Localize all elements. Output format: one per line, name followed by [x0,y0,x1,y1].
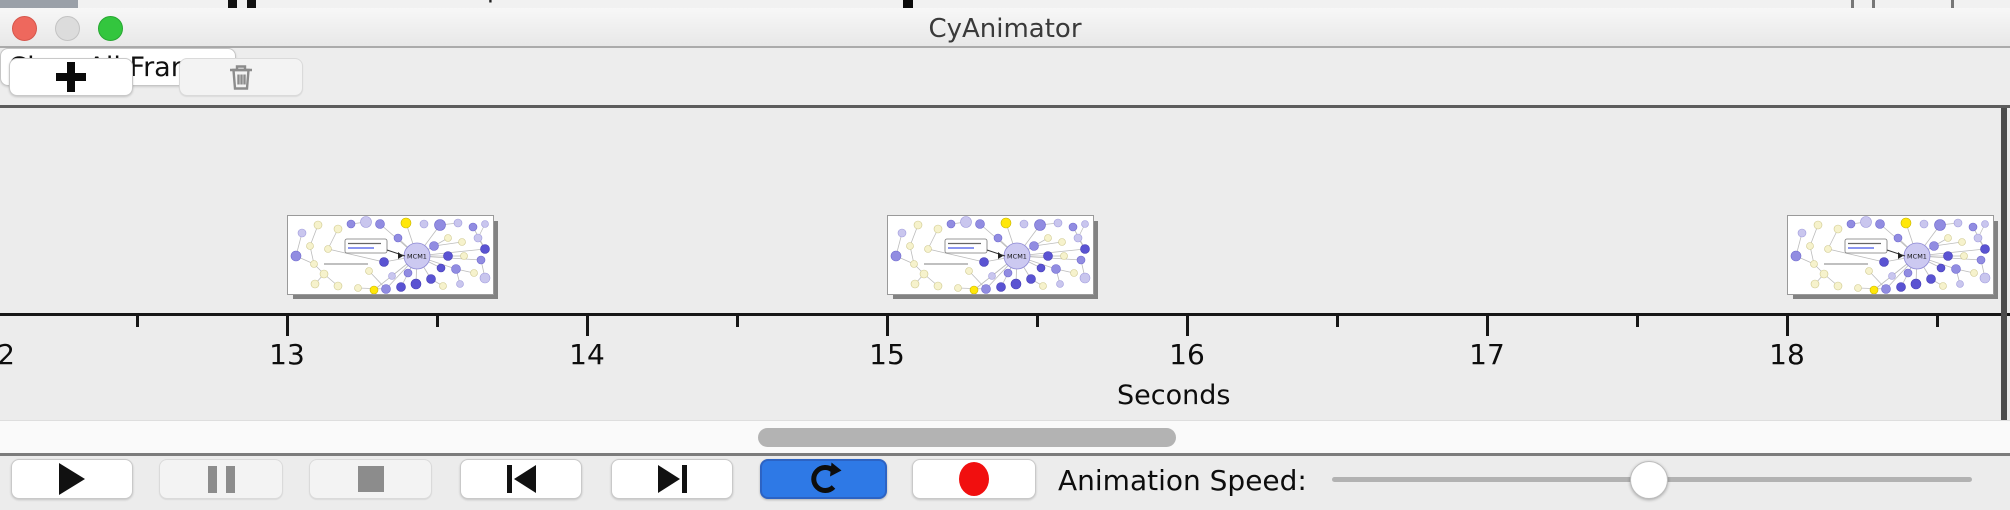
skip-to-start-button[interactable] [460,459,582,499]
axis-major-tick [1786,316,1789,336]
frame-thumbnail[interactable]: MCM1 [887,215,1098,299]
title-bar: CyAnimator [0,8,2010,48]
axis-minor-tick [436,316,439,327]
plus-icon [56,62,86,92]
axis-tick-label: 17 [1469,338,1505,371]
svg-text:MCM1: MCM1 [407,253,427,261]
timeline-panel[interactable]: 2 13 14 15 16 17 18 MCM1 MCM1 MCM1 Seconds [0,108,2010,420]
axis-tick-label: 2 [0,338,15,371]
record-button[interactable] [912,459,1036,499]
background-glyph [903,0,913,8]
playback-control-bar: Animation Speed: [0,456,2010,510]
axis-major-tick [886,316,889,336]
record-icon [959,462,989,496]
close-window-button[interactable] [12,16,37,41]
axis-major-tick [1186,316,1189,336]
pause-icon [207,465,235,493]
animation-speed-label: Animation Speed: [1058,464,1307,497]
background-glyph [1872,0,1875,8]
scrollbar-thumb[interactable] [758,428,1176,447]
svg-text:MCM1: MCM1 [1907,253,1927,261]
axis-major-tick [286,316,289,336]
background-shape-text: Shape [438,0,519,4]
timeline-scrollbar[interactable] [0,420,2010,453]
axis-minor-tick [1036,316,1039,327]
background-glyph [228,0,237,8]
axis-minor-tick [136,316,139,327]
scrollbar-separator [0,453,2010,456]
stop-icon [357,466,384,492]
zoom-window-button[interactable] [98,16,123,41]
slider-thumb[interactable] [1630,461,1669,499]
loop-icon [810,462,841,493]
axis-unit-label: Seconds [1117,380,1231,411]
svg-text:MCM1: MCM1 [1007,253,1027,261]
axis-tick-label: 16 [1169,338,1205,371]
frame-network-image: MCM1 [287,215,494,295]
frame-toolbar: Clear All Frames [0,48,2010,105]
background-window-strip: Shape [0,0,2010,8]
timeline-axis-line [0,313,2010,316]
axis-major-tick [1486,316,1489,336]
background-window-fragment [0,0,78,8]
skip-to-end-button[interactable] [611,459,733,499]
frame-thumbnail[interactable]: MCM1 [1787,215,1998,299]
panel-right-border [2001,108,2007,453]
skip-end-icon [657,465,687,493]
axis-tick-label: 18 [1769,338,1805,371]
axis-minor-tick [1636,316,1639,327]
axis-minor-tick [1936,316,1939,327]
toolbar-separator [0,105,2010,108]
axis-major-tick [586,316,589,336]
play-icon [59,463,85,495]
frame-thumbnail[interactable]: MCM1 [287,215,498,299]
axis-tick-label: 13 [269,338,305,371]
background-glyph [247,0,256,8]
axis-tick-label: 14 [569,338,605,371]
window-title: CyAnimator [928,14,1082,44]
add-frame-button[interactable] [9,58,133,96]
delete-frame-button[interactable] [179,58,303,96]
axis-minor-tick [1336,316,1339,327]
loop-button[interactable] [760,459,887,499]
pause-button[interactable] [159,459,283,499]
minimize-window-button[interactable] [55,16,80,41]
skip-start-icon [506,465,536,493]
axis-minor-tick [736,316,739,327]
background-glyph [1851,0,1854,8]
trash-icon [230,65,252,90]
animation-speed-slider[interactable] [1332,456,1972,502]
frame-network-image: MCM1 [887,215,1094,295]
background-glyph [1951,0,1954,8]
play-button[interactable] [11,459,133,499]
frame-network-image: MCM1 [1787,215,1994,295]
stop-button[interactable] [309,459,432,499]
axis-tick-label: 15 [869,338,905,371]
